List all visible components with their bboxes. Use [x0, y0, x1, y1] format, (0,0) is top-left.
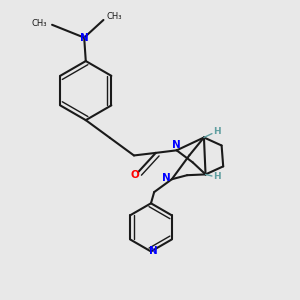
Text: H: H	[214, 172, 221, 181]
Text: N: N	[149, 247, 158, 256]
Text: N: N	[172, 140, 181, 149]
Text: H: H	[214, 127, 221, 136]
Text: CH₃: CH₃	[32, 19, 47, 28]
Text: N: N	[162, 172, 170, 183]
Text: CH₃: CH₃	[107, 12, 122, 21]
Text: N: N	[80, 33, 88, 43]
Text: O: O	[130, 170, 139, 180]
